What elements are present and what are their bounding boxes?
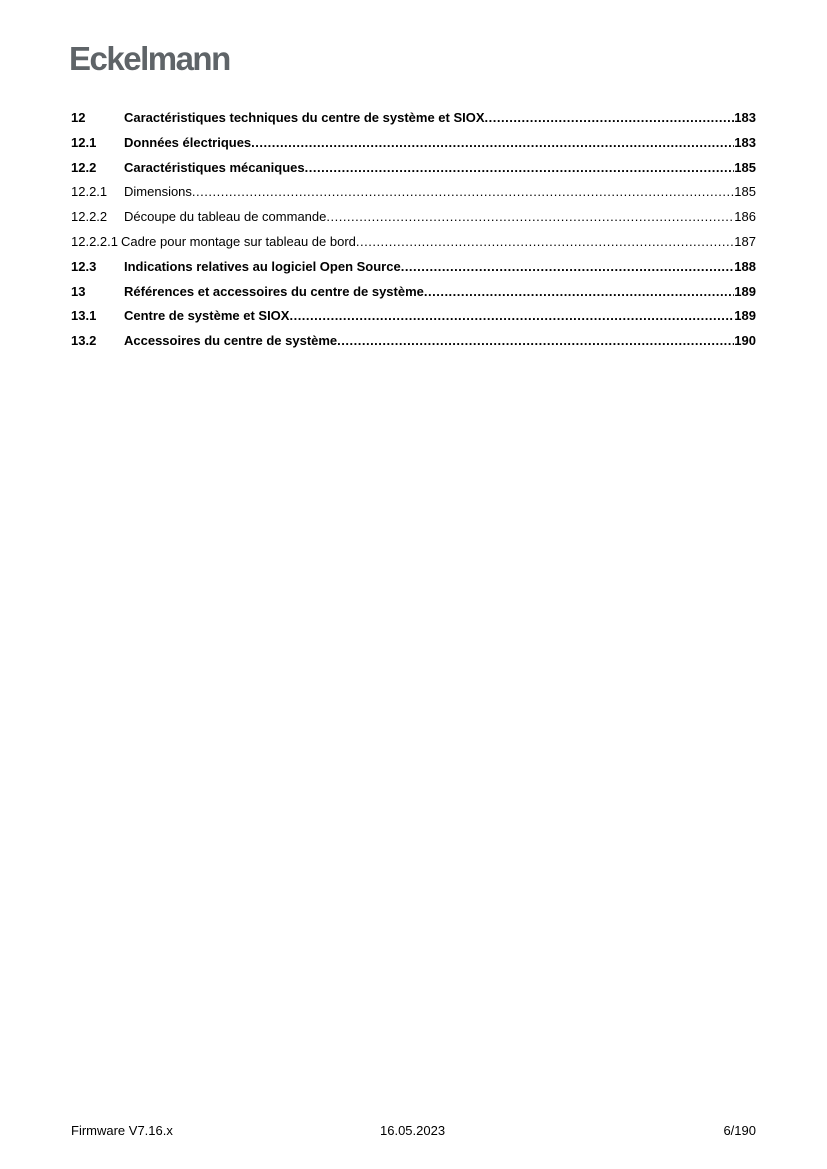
toc-entry[interactable]: 12.2.2 Découpe du tableau de commande 186 <box>71 209 756 234</box>
toc-entry-number: 12.2.1 <box>71 184 108 200</box>
toc-entry-number: 12.2 <box>71 159 97 175</box>
toc-entry-number: 13.1 <box>71 308 97 324</box>
footer-firmware-version: Firmware V7.16.x <box>71 1123 173 1138</box>
toc-entry-page: 186 <box>734 209 756 225</box>
toc-entry-title[interactable]: Découpe du tableau de commande <box>124 209 327 225</box>
toc-entry[interactable]: 12.2.1 Dimensions 185 <box>71 184 756 209</box>
toc-entry-title[interactable]: Cadre pour montage sur tableau de bord <box>121 233 356 249</box>
toc-entry-number: 13 <box>71 283 86 299</box>
dot-leader <box>424 284 734 299</box>
dot-leader <box>305 160 735 175</box>
table-of-contents: 12 Caractéristiques techniques du centre … <box>71 110 756 358</box>
footer-page-number: 6/190 <box>723 1123 756 1138</box>
toc-entry-title[interactable]: Références et accessoires du centre de s… <box>124 283 424 299</box>
toc-entry-number: 12.1 <box>71 134 97 150</box>
toc-entry[interactable]: 13.2 Accessoires du centre de système 190 <box>71 333 756 358</box>
toc-entry-title[interactable]: Accessoires du centre de système <box>124 333 338 349</box>
toc-entry-title[interactable]: Caractéristiques techniques du centre de… <box>124 110 485 125</box>
toc-entry-title[interactable]: Caractéristiques mécaniques <box>124 159 305 175</box>
dot-leader <box>251 135 734 150</box>
toc-entry-title[interactable]: Centre de système et SIOX <box>124 308 290 324</box>
dot-leader <box>401 259 735 274</box>
toc-entry-number: 12.3 <box>71 258 97 274</box>
toc-entry-page: 183 <box>734 110 756 125</box>
toc-entry-number: 12.2.2 <box>71 209 108 225</box>
toc-entry[interactable]: 12.1 Données électriques 183 <box>71 135 756 160</box>
toc-entry-page: 189 <box>734 283 756 299</box>
toc-entry-number: 13.2 <box>71 333 97 349</box>
eckelmann-logo: Eckelmann <box>69 40 231 77</box>
toc-entry-page: 183 <box>734 134 756 150</box>
toc-entry-page: 189 <box>734 308 756 324</box>
toc-entry-page: 188 <box>734 258 756 274</box>
toc-entry-number: 12.2.2.1 <box>71 233 118 249</box>
toc-entry-number: 12 <box>71 110 86 125</box>
toc-entry-title[interactable]: Données électriques <box>124 134 252 150</box>
toc-entry[interactable]: 12.2.2.1 Cadre pour montage sur tableau d… <box>71 234 756 259</box>
dot-leader <box>337 333 734 348</box>
dot-leader <box>289 308 734 323</box>
toc-entry-page: 190 <box>734 333 756 349</box>
dot-leader <box>192 184 734 199</box>
toc-entry[interactable]: 13.1 Centre de système et SIOX 189 <box>71 308 756 333</box>
footer-date: 16.05.2023 <box>380 1123 446 1138</box>
dot-leader <box>356 234 734 249</box>
toc-entry[interactable]: 12.3 Indications relatives au logiciel Op… <box>71 259 756 284</box>
toc-entry-page: 185 <box>734 159 756 175</box>
toc-entry[interactable]: 12.2 Caractéristiques mécaniques 185 <box>71 160 756 185</box>
dot-leader <box>485 110 735 125</box>
toc-entry-title[interactable]: Indications relatives au logiciel Open S… <box>124 258 401 274</box>
toc-entry-title[interactable]: Dimensions <box>124 184 192 200</box>
toc-entry-page: 185 <box>734 184 756 200</box>
toc-entry-page: 187 <box>734 233 756 249</box>
toc-entry[interactable]: 12 Caractéristiques techniques du centre … <box>71 110 756 135</box>
toc-entry[interactable]: 13 Références et accessoires du centre de… <box>71 284 756 309</box>
dot-leader <box>326 209 734 224</box>
